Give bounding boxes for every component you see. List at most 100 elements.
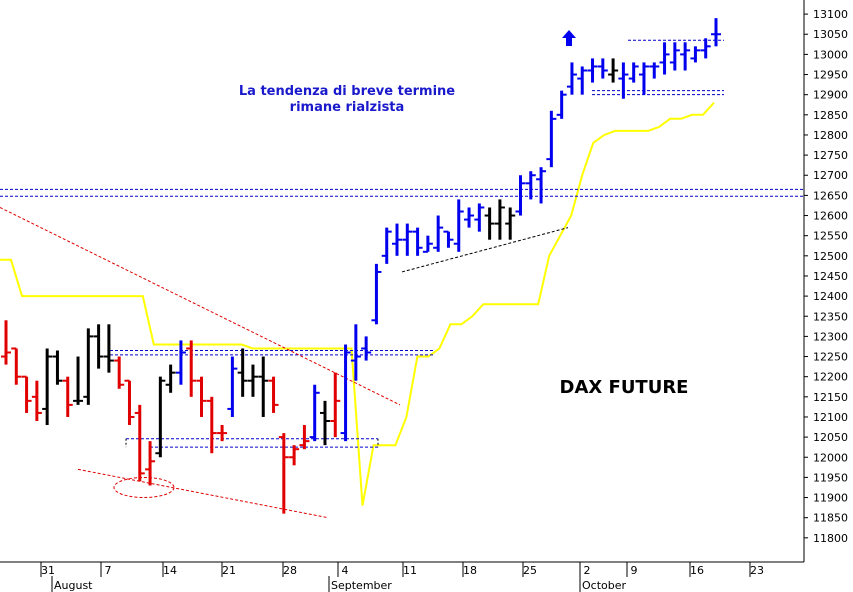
trend-line bbox=[0, 207, 401, 406]
ohlc-bar bbox=[556, 90, 567, 119]
y-tick-label: 12750 bbox=[813, 149, 848, 162]
ohlc-bar bbox=[268, 376, 279, 413]
ohlc-bar bbox=[618, 62, 629, 99]
ohlc-bar bbox=[422, 235, 433, 253]
ohlc-bar bbox=[217, 425, 228, 442]
ohlc-bar bbox=[124, 379, 135, 426]
ohlc-bar bbox=[566, 62, 577, 95]
y-tick-label: 12650 bbox=[813, 189, 848, 202]
y-tick-label: 12800 bbox=[813, 129, 848, 142]
y-tick-label: 12100 bbox=[813, 411, 848, 424]
ohlc-bar bbox=[546, 110, 557, 168]
plot-area bbox=[0, 0, 804, 562]
ohlc-bar bbox=[299, 425, 310, 450]
y-tick-label: 11800 bbox=[813, 532, 848, 545]
y-tick-label: 12000 bbox=[813, 451, 848, 464]
x-tick-label: 16 bbox=[690, 564, 704, 577]
y-tick-label: 13100 bbox=[813, 8, 848, 21]
ohlc-bar bbox=[196, 376, 207, 417]
y-tick-label: 12600 bbox=[813, 210, 848, 223]
ohlc-bar bbox=[608, 58, 619, 83]
ohlc-bar bbox=[412, 227, 423, 256]
ohlc-bar bbox=[330, 372, 341, 438]
trend-line bbox=[401, 227, 569, 273]
y-tick-label: 12900 bbox=[813, 89, 848, 102]
ohlc-bar bbox=[21, 375, 32, 413]
moving-average-line bbox=[0, 102, 715, 506]
annotation-line-1: La tendenza di breve termine bbox=[239, 84, 455, 99]
ohlc-bar bbox=[206, 396, 217, 454]
annotation-line-2: rimane rialzista bbox=[290, 100, 405, 115]
y-tick-label: 12300 bbox=[813, 330, 848, 343]
ohlc-bar bbox=[392, 223, 403, 256]
ohlc-bar bbox=[700, 38, 711, 59]
ohlc-bar bbox=[381, 227, 392, 264]
ohlc-bar bbox=[443, 230, 454, 248]
ohlc-bar bbox=[350, 324, 361, 381]
x-tick-label: 4 bbox=[342, 564, 349, 577]
y-tick-label: 13000 bbox=[813, 48, 848, 61]
plot-background bbox=[0, 0, 804, 562]
ohlc-bar bbox=[628, 62, 639, 83]
ohlc-bar bbox=[402, 223, 413, 256]
ohlc-bar bbox=[42, 348, 53, 426]
ohlc-bar bbox=[165, 364, 176, 393]
ohlc-bar bbox=[649, 62, 660, 79]
x-tick-label: 7 bbox=[105, 564, 112, 577]
ohlc-bar bbox=[258, 356, 269, 417]
ohlc-bar bbox=[340, 344, 351, 442]
up-arrow-icon bbox=[562, 30, 576, 46]
y-tick-label: 12050 bbox=[813, 431, 848, 444]
x-tick-label: 18 bbox=[463, 564, 477, 577]
y-tick-label: 12700 bbox=[813, 169, 848, 182]
ohlc-bar bbox=[505, 207, 516, 240]
x-tick-label: 14 bbox=[163, 564, 177, 577]
ohlc-bar bbox=[494, 199, 505, 240]
ohlc-bar bbox=[62, 376, 73, 417]
x-tick-label: 23 bbox=[750, 564, 764, 577]
chart-title: DAX FUTURE bbox=[560, 377, 689, 398]
ohlc-bar bbox=[73, 356, 84, 405]
ohlc-bar bbox=[52, 350, 63, 385]
ohlc-bar bbox=[289, 445, 300, 466]
x-tick-label: 31 bbox=[41, 564, 55, 577]
trend-line bbox=[77, 468, 329, 519]
month-label: September bbox=[331, 579, 392, 592]
ohlc-bars-layer bbox=[1, 18, 721, 514]
ohlc-bar bbox=[515, 175, 526, 216]
ohlc-bar bbox=[134, 404, 145, 482]
y-tick-label: 12350 bbox=[813, 310, 848, 323]
ohlc-bar bbox=[464, 207, 475, 228]
ohlc-bar bbox=[103, 324, 114, 373]
ohlc-bar bbox=[278, 433, 289, 514]
y-tick-label: 12200 bbox=[813, 371, 848, 384]
ohlc-bar bbox=[247, 364, 258, 397]
y-tick-label: 11900 bbox=[813, 492, 848, 505]
ohlc-bar bbox=[597, 58, 608, 79]
y-tick-label: 11850 bbox=[813, 512, 848, 525]
y-tick-label: 12400 bbox=[813, 290, 848, 303]
low-highlight-ellipse bbox=[113, 476, 175, 498]
ohlc-bar bbox=[145, 441, 156, 486]
y-tick-label: 12950 bbox=[813, 69, 848, 82]
y-tick-label: 13050 bbox=[813, 28, 848, 41]
ohlc-bar bbox=[711, 18, 721, 47]
ohlc-bar bbox=[484, 207, 495, 240]
ohlc-bar bbox=[690, 46, 701, 63]
ohlc-bar bbox=[237, 348, 248, 397]
y-tick-label: 12850 bbox=[813, 109, 848, 122]
ohlc-bar bbox=[114, 356, 125, 389]
ohlc-bar bbox=[474, 203, 485, 232]
y-tick-label: 11950 bbox=[813, 471, 848, 484]
ohlc-bar bbox=[186, 340, 197, 397]
ohlc-bar bbox=[319, 400, 330, 446]
ohlc-bar bbox=[11, 347, 22, 385]
ohlc-bar bbox=[371, 263, 382, 325]
ohlc-bar bbox=[433, 215, 444, 252]
ohlc-bar bbox=[227, 356, 238, 417]
ohlc-bar bbox=[577, 66, 588, 95]
ohlc-bar bbox=[669, 42, 680, 71]
ohlc-bar bbox=[453, 199, 464, 252]
